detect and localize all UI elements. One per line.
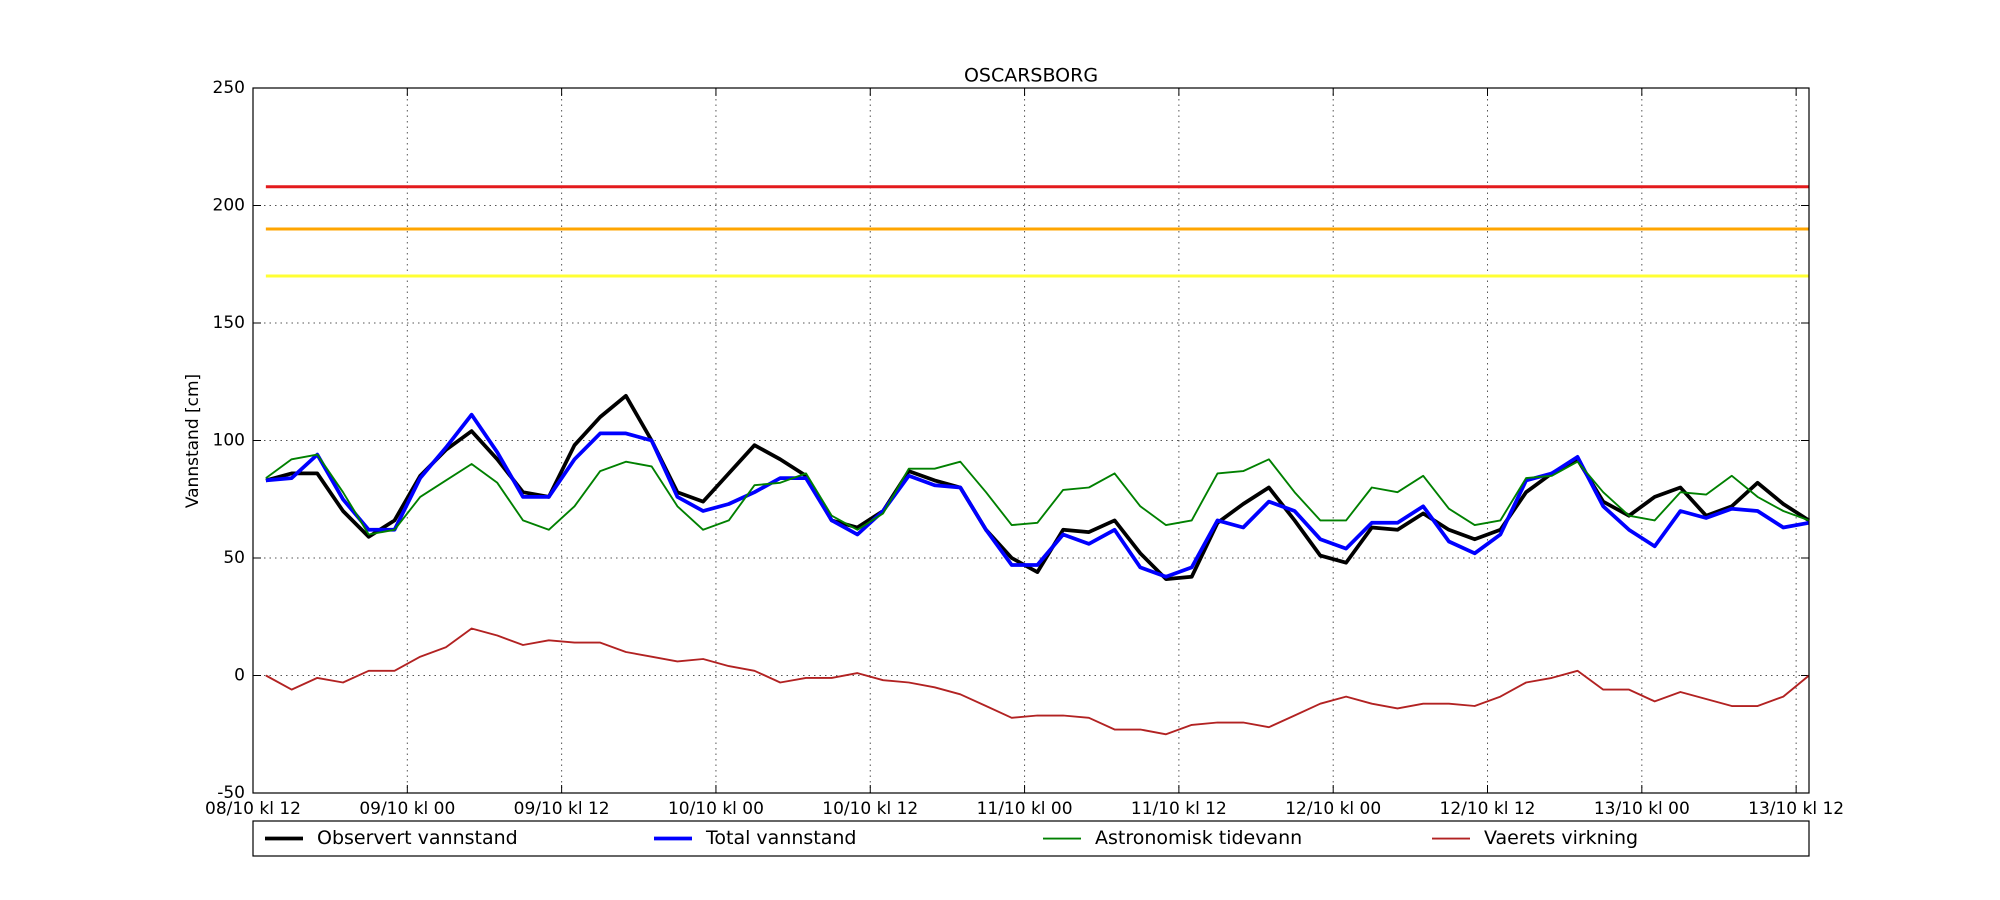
plot-frame	[252, 87, 1810, 794]
series-line	[265, 453, 1810, 536]
x-tick-label: 13/10 kl 12	[1748, 799, 1844, 819]
y-tick-label: 250	[213, 78, 245, 98]
legend-label: Total vannstand	[705, 827, 856, 849]
legend-label: Observert vannstand	[317, 827, 518, 849]
series-line	[265, 393, 1811, 581]
x-tick-label: 13/10 kl 00	[1594, 799, 1690, 819]
y-tick-label: -50	[217, 783, 245, 803]
x-tick-label: 09/10 kl 00	[359, 799, 455, 819]
y-tick-label: 100	[213, 431, 245, 451]
x-tick-label: 12/10 kl 12	[1440, 799, 1536, 819]
x-tick-label: 12/10 kl 00	[1285, 799, 1381, 819]
x-tick-label: 10/10 kl 00	[668, 799, 764, 819]
y-tick-label: 50	[223, 548, 245, 568]
y-tick-label: 150	[213, 313, 245, 333]
x-tick-label: 10/10 kl 12	[822, 799, 918, 819]
x-tick-label: 08/10 kl 12	[205, 799, 301, 819]
legend-label: Astronomisk tidevann	[1095, 827, 1302, 849]
chart-title: OSCARSBORG	[964, 65, 1098, 87]
y-tick-label: 0	[234, 666, 245, 686]
x-tick-label: 09/10 kl 12	[514, 799, 610, 819]
y-tick-label: 200	[213, 196, 245, 216]
legend-label: Vaerets virkning	[1484, 827, 1638, 849]
legend-box	[252, 820, 1810, 857]
x-tick-label: 11/10 kl 00	[977, 799, 1073, 819]
x-tick-label: 11/10 kl 12	[1131, 799, 1227, 819]
y-axis-label: Vannstand [cm]	[183, 374, 203, 508]
series-line	[265, 627, 1810, 736]
series-line	[265, 412, 1810, 579]
